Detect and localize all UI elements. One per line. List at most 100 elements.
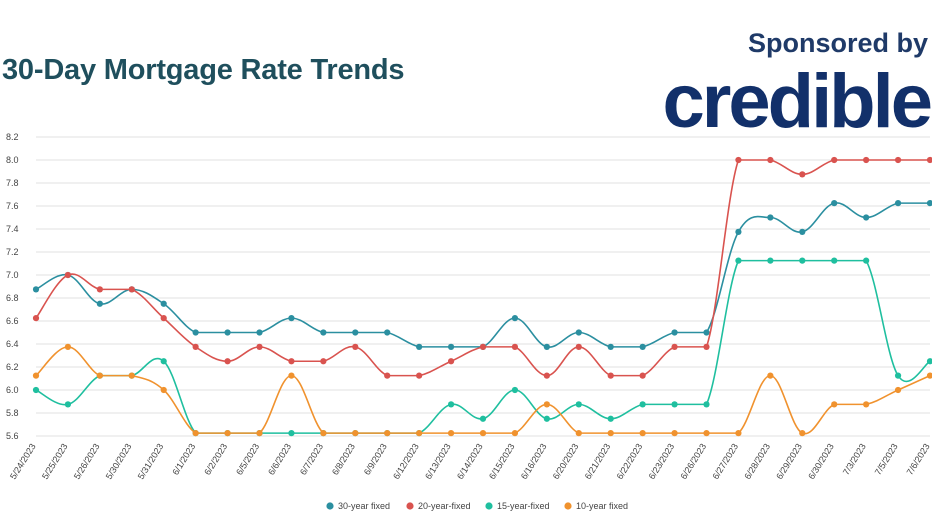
data-point-10-year-fixed [160, 386, 167, 394]
y-tick-label: 7.6 [6, 201, 19, 211]
data-point-10-year-fixed [192, 430, 199, 437]
y-tick-label: 5.8 [6, 408, 19, 418]
data-point-30-year-fixed [575, 329, 582, 336]
legend-marker-30-year-fixed [326, 502, 334, 510]
data-point-30-year-fixed [224, 329, 231, 336]
data-point-20-year-fixed [894, 156, 902, 164]
data-point-30-year-fixed [288, 315, 295, 322]
legend-label-15-year-fixed: 15-year-fixed [497, 501, 550, 511]
data-point-30-year-fixed [894, 200, 902, 207]
x-tick-label: 6/7/2023 [298, 442, 325, 477]
x-tick-label: 6/16/2023 [519, 442, 549, 481]
y-tick-label: 6.2 [6, 362, 19, 372]
data-point-15-year-fixed [32, 386, 40, 394]
x-tick-label: 6/23/2023 [647, 442, 677, 481]
data-point-30-year-fixed [863, 214, 870, 221]
data-point-20-year-fixed [352, 343, 359, 350]
sponsor-logo: credible [662, 59, 932, 144]
data-point-10-year-fixed [64, 343, 72, 350]
data-point-20-year-fixed [479, 343, 487, 350]
y-tick-label: 7.4 [6, 224, 19, 234]
data-point-30-year-fixed [799, 228, 806, 235]
x-tick-label: 6/30/2023 [806, 442, 836, 481]
data-point-15-year-fixed [894, 372, 902, 379]
data-point-10-year-fixed [767, 372, 774, 379]
data-point-20-year-fixed [767, 156, 774, 164]
data-point-20-year-fixed [416, 372, 423, 379]
x-tick-label: 6/14/2023 [455, 442, 485, 481]
x-tick-label: 6/20/2023 [551, 442, 581, 481]
data-point-15-year-fixed [831, 257, 838, 264]
data-point-30-year-fixed [703, 329, 710, 336]
x-tick-label: 7/6/2023 [905, 442, 932, 477]
data-point-20-year-fixed [256, 343, 263, 350]
y-tick-label: 8.2 [6, 132, 19, 142]
x-tick-label: 5/30/2023 [104, 442, 134, 481]
data-point-30-year-fixed [352, 329, 359, 336]
data-point-20-year-fixed [607, 372, 614, 379]
data-point-10-year-fixed [384, 430, 391, 437]
data-point-30-year-fixed [735, 228, 742, 235]
data-point-30-year-fixed [320, 329, 327, 336]
data-point-15-year-fixed [511, 386, 519, 394]
data-point-15-year-fixed [479, 415, 487, 422]
x-tick-label: 6/15/2023 [487, 442, 517, 481]
data-point-10-year-fixed [32, 372, 40, 379]
data-point-10-year-fixed [128, 372, 135, 379]
x-tick-label: 5/24/2023 [8, 442, 38, 481]
x-tick-label: 6/29/2023 [774, 442, 804, 481]
data-point-30-year-fixed [639, 343, 646, 350]
legend-label-10-year-fixed: 10-year fixed [576, 501, 628, 511]
data-point-10-year-fixed [352, 430, 359, 437]
data-point-20-year-fixed [160, 315, 167, 322]
y-tick-label: 6.6 [6, 316, 19, 326]
legend-label-30-year-fixed: 30-year fixed [338, 501, 390, 511]
y-tick-label: 6.8 [6, 293, 19, 303]
data-point-15-year-fixed [64, 401, 72, 408]
x-tick-label: 6/5/2023 [234, 442, 261, 477]
x-tick-label: 6/22/2023 [615, 442, 645, 481]
data-point-20-year-fixed [575, 343, 582, 350]
legend-marker-10-year-fixed [564, 502, 572, 510]
data-point-15-year-fixed [639, 401, 646, 408]
data-point-30-year-fixed [416, 343, 423, 350]
data-point-20-year-fixed [639, 372, 646, 379]
data-point-10-year-fixed [543, 401, 550, 408]
data-point-10-year-fixed [894, 386, 902, 394]
x-tick-label: 6/26/2023 [678, 442, 708, 481]
data-point-10-year-fixed [479, 430, 487, 437]
data-point-30-year-fixed [607, 343, 614, 350]
data-point-30-year-fixed [32, 286, 40, 293]
data-point-10-year-fixed [575, 430, 582, 437]
data-point-30-year-fixed [192, 329, 199, 336]
data-point-30-year-fixed [671, 329, 678, 336]
x-tick-label: 6/21/2023 [583, 442, 613, 481]
data-point-10-year-fixed [926, 372, 932, 379]
data-point-15-year-fixed [607, 415, 614, 422]
data-point-10-year-fixed [96, 372, 103, 379]
legend-marker-20-year-fixed [406, 502, 414, 510]
data-point-20-year-fixed [735, 156, 742, 164]
x-tick-label: 6/9/2023 [362, 442, 389, 477]
data-point-15-year-fixed [703, 401, 710, 408]
y-tick-label: 7.0 [6, 270, 19, 280]
data-point-10-year-fixed [735, 430, 742, 437]
x-tick-label: 6/8/2023 [330, 442, 357, 477]
data-point-20-year-fixed [64, 271, 72, 279]
x-tick-label: 6/2/2023 [202, 442, 229, 477]
data-point-20-year-fixed [288, 358, 295, 365]
y-tick-label: 7.2 [6, 247, 19, 257]
data-point-20-year-fixed [384, 372, 391, 379]
data-point-15-year-fixed [735, 257, 742, 264]
x-tick-label: 6/1/2023 [170, 442, 197, 477]
data-point-15-year-fixed [671, 401, 678, 408]
data-point-15-year-fixed [926, 358, 932, 365]
data-point-20-year-fixed [320, 358, 327, 365]
x-tick-label: 5/31/2023 [136, 442, 166, 481]
data-point-20-year-fixed [863, 156, 870, 164]
data-point-15-year-fixed [160, 358, 167, 365]
y-tick-label: 7.8 [6, 178, 19, 188]
x-tick-label: 6/12/2023 [391, 442, 421, 481]
x-tick-label: 7/3/2023 [841, 442, 868, 477]
